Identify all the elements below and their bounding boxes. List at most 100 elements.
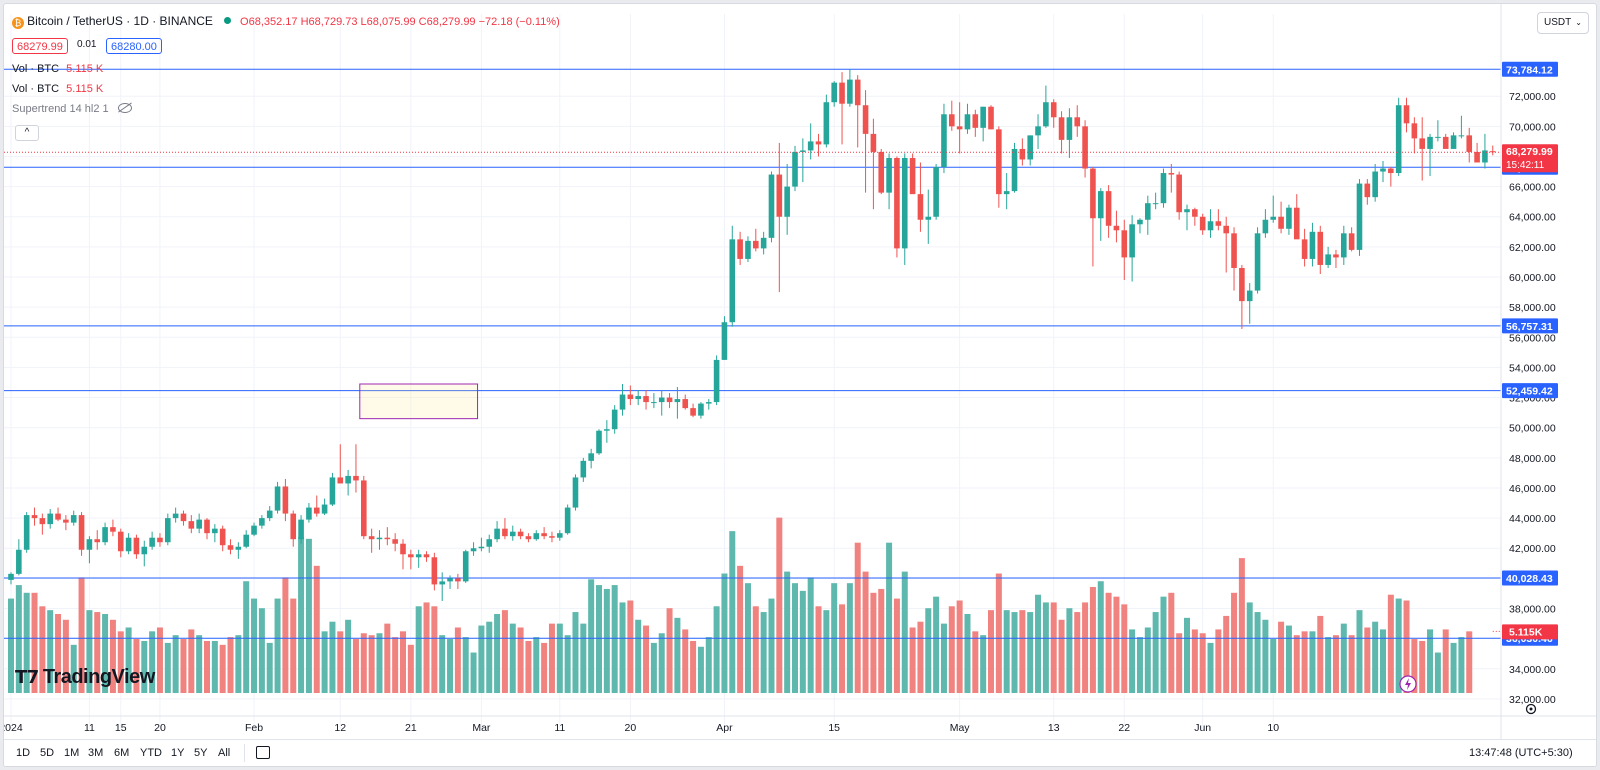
- candle[interactable]: [1074, 105, 1081, 137]
- candle[interactable]: [1254, 227, 1261, 294]
- candle[interactable]: [988, 105, 994, 130]
- candle[interactable]: [658, 390, 665, 416]
- candle[interactable]: [1442, 133, 1449, 149]
- candle[interactable]: [172, 507, 179, 523]
- candle[interactable]: [1027, 135, 1033, 166]
- candle[interactable]: [823, 94, 830, 148]
- candle[interactable]: [831, 81, 837, 107]
- annotation-rectangle-group[interactable]: [359, 383, 479, 420]
- volume-indicator-legend-1[interactable]: Vol · BTC 5.115 K: [12, 63, 103, 75]
- candle[interactable]: [1090, 167, 1096, 267]
- candle[interactable]: [494, 521, 500, 543]
- candle[interactable]: [1105, 185, 1112, 238]
- candle[interactable]: [70, 510, 77, 526]
- candle[interactable]: [941, 103, 947, 174]
- candle[interactable]: [768, 171, 775, 243]
- candle[interactable]: [956, 102, 963, 154]
- candle[interactable]: [1160, 168, 1167, 208]
- candle[interactable]: [596, 429, 602, 455]
- candle[interactable]: [361, 475, 367, 540]
- candle[interactable]: [1372, 164, 1378, 202]
- candle[interactable]: [78, 512, 85, 556]
- candle[interactable]: [729, 225, 736, 327]
- candle[interactable]: [533, 530, 540, 541]
- candle[interactable]: [1489, 145, 1496, 156]
- candle[interactable]: [1168, 164, 1175, 193]
- candle[interactable]: [1403, 97, 1410, 133]
- candle[interactable]: [996, 126, 1002, 208]
- candle[interactable]: [306, 503, 312, 523]
- candle[interactable]: [165, 513, 171, 546]
- candle[interactable]: [1364, 179, 1371, 205]
- candle[interactable]: [1458, 115, 1465, 139]
- candle[interactable]: [776, 142, 783, 293]
- candle[interactable]: [219, 525, 226, 552]
- annotation-rectangle[interactable]: [359, 383, 479, 420]
- candle[interactable]: [212, 524, 218, 543]
- candle[interactable]: [1176, 171, 1182, 220]
- candle[interactable]: [1411, 117, 1418, 154]
- candle[interactable]: [235, 542, 242, 559]
- candle[interactable]: [1348, 227, 1355, 252]
- candle[interactable]: [400, 539, 406, 570]
- candle[interactable]: [1293, 194, 1300, 240]
- candle[interactable]: [1199, 213, 1206, 235]
- candle[interactable]: [243, 530, 249, 549]
- candle[interactable]: [423, 551, 430, 562]
- timeframe-button-1y[interactable]: 1Y: [171, 747, 185, 759]
- calendar-goto-icon[interactable]: [256, 746, 270, 759]
- candle[interactable]: [792, 145, 798, 192]
- candle[interactable]: [1325, 246, 1331, 268]
- sell-price-button[interactable]: 68279.99: [12, 38, 68, 54]
- candle[interactable]: [180, 510, 187, 526]
- timeframe-button-all[interactable]: All: [218, 747, 231, 759]
- candle[interactable]: [39, 513, 46, 535]
- candle[interactable]: [1419, 117, 1425, 181]
- candle[interactable]: [1395, 97, 1402, 177]
- candle[interactable]: [313, 495, 320, 517]
- candle[interactable]: [455, 573, 461, 589]
- candle[interactable]: [141, 540, 148, 567]
- candle[interactable]: [784, 164, 790, 235]
- candle[interactable]: [392, 533, 398, 552]
- candle[interactable]: [133, 534, 140, 559]
- candle[interactable]: [204, 518, 210, 540]
- candle[interactable]: [862, 90, 869, 193]
- candle[interactable]: [1380, 160, 1386, 183]
- candle[interactable]: [643, 390, 649, 410]
- candle[interactable]: [745, 236, 751, 262]
- candle[interactable]: [1082, 120, 1088, 178]
- candle[interactable]: [8, 572, 14, 585]
- candle[interactable]: [1435, 120, 1441, 142]
- candle[interactable]: [1050, 99, 1057, 128]
- candle[interactable]: [282, 478, 289, 522]
- candle[interactable]: [588, 448, 594, 469]
- candle[interactable]: [980, 106, 986, 142]
- candle[interactable]: [462, 549, 469, 583]
- candle[interactable]: [878, 148, 885, 195]
- candle[interactable]: [16, 539, 22, 576]
- clock-readout[interactable]: 13:47:48 (UTC+5:30): [1469, 747, 1573, 759]
- candle[interactable]: [345, 469, 351, 496]
- candle[interactable]: [713, 355, 720, 406]
- candle[interactable]: [321, 498, 328, 516]
- candle[interactable]: [760, 231, 767, 255]
- candle[interactable]: [964, 103, 971, 134]
- candle[interactable]: [1301, 228, 1308, 267]
- timeframe-button-1d[interactable]: 1D: [16, 747, 31, 759]
- timeframe-button-6m[interactable]: 6M: [114, 747, 130, 759]
- candle[interactable]: [737, 231, 743, 265]
- candle[interactable]: [55, 507, 61, 522]
- candle[interactable]: [47, 509, 53, 529]
- candle[interactable]: [564, 504, 571, 535]
- candle[interactable]: [1113, 210, 1120, 243]
- candle[interactable]: [1097, 188, 1104, 241]
- candle[interactable]: [1035, 114, 1041, 149]
- timeframe-button-3m[interactable]: 3M: [88, 747, 104, 759]
- candle[interactable]: [274, 481, 281, 514]
- candle[interactable]: [925, 189, 932, 244]
- candle[interactable]: [31, 507, 38, 526]
- candle[interactable]: [933, 164, 939, 220]
- candle[interactable]: [886, 153, 892, 210]
- candle[interactable]: [1246, 283, 1253, 324]
